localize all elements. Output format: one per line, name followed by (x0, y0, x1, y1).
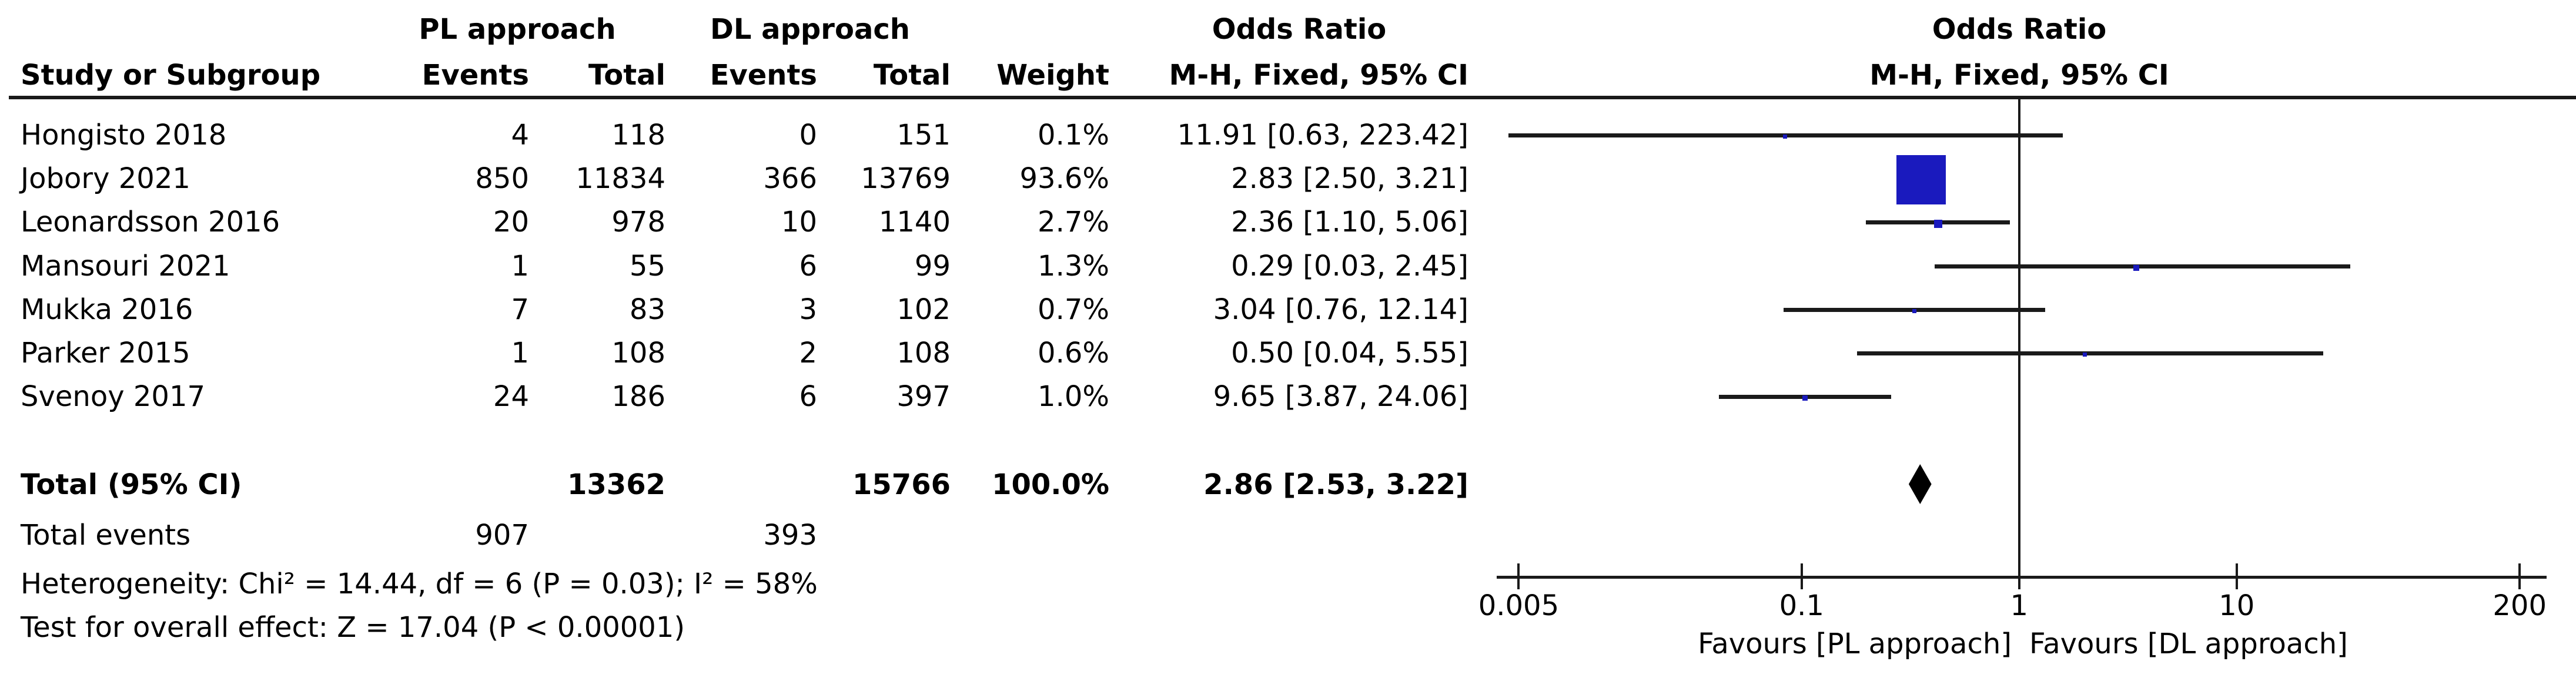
header-divider-line (9, 96, 2576, 99)
group2-total-header: Total (873, 59, 951, 92)
study-weight: 93.6% (1019, 162, 1109, 195)
study-name: Hongisto 2018 (21, 119, 227, 152)
study-column-header: Study or Subgroup (21, 59, 321, 92)
dl-events: 6 (799, 380, 817, 413)
pl-events: 4 (511, 119, 529, 152)
dl-total: 102 (896, 293, 951, 326)
ci-line (1857, 351, 2324, 355)
weight-column-header: Weight (996, 59, 1109, 92)
dl-total: 13769 (861, 162, 951, 195)
study-or-ci: 9.65 [3.87, 24.06] (1213, 380, 1468, 413)
weight-marker (1896, 155, 1946, 204)
x-axis-line (1497, 576, 2547, 579)
dl-total: 1140 (878, 206, 951, 239)
study-name: Parker 2015 (21, 337, 190, 370)
total-events-label: Total events (21, 519, 191, 552)
study-weight: 2.7% (1038, 206, 1109, 239)
dl-total: 108 (896, 337, 951, 370)
study-weight: 0.1% (1038, 119, 1109, 152)
pl-events: 850 (475, 162, 529, 195)
pl-total: 83 (629, 293, 665, 326)
axis-tick (2235, 563, 2238, 589)
pl-total: 55 (629, 250, 665, 283)
pl-total: 186 (611, 380, 665, 413)
weight-marker (1783, 135, 1788, 139)
mh-fixed-header-left: M-H, Fixed, 95% CI (1169, 59, 1468, 92)
study-name: Jobory 2021 (21, 162, 190, 195)
odds-ratio-header-left: Odds Ratio (1212, 13, 1387, 46)
study-or-ci: 0.29 [0.03, 2.45] (1231, 250, 1468, 283)
study-name: Leonardsson 2016 (21, 206, 280, 239)
study-weight: 1.0% (1038, 380, 1109, 413)
dl-total: 99 (914, 250, 951, 283)
total-row-label: Total (95% CI) (21, 468, 242, 501)
dl-total: 397 (896, 380, 951, 413)
mh-fixed-header-plot: M-H, Fixed, 95% CI (1869, 59, 2169, 92)
ci-line (1934, 264, 2351, 268)
odds-ratio-header-plot: Odds Ratio (1932, 13, 2107, 46)
pl-total: 118 (611, 119, 665, 152)
favours-right-label: Favours [DL approach] (2029, 627, 2348, 660)
pooled-diamond (1908, 464, 1932, 504)
weight-marker (1912, 309, 1916, 313)
pl-total: 978 (611, 206, 665, 239)
weight-marker (2082, 353, 2087, 357)
axis-tick-label: 0.1 (1779, 589, 1824, 622)
pl-events: 24 (493, 380, 529, 413)
group1-events-header: Events (421, 59, 529, 92)
total-events-pl: 907 (475, 519, 529, 552)
pl-events: 1 (511, 337, 529, 370)
dl-events: 6 (799, 250, 817, 283)
study-or-ci: 11.91 [0.63, 223.42] (1177, 119, 1468, 152)
dl-events: 366 (763, 162, 817, 195)
weight-marker (1802, 395, 1808, 401)
overall-effect-text: Test for overall effect: Z = 17.04 (P < … (21, 611, 685, 644)
study-weight: 1.3% (1038, 250, 1109, 283)
dl-events: 0 (799, 119, 817, 152)
study-name: Mansouri 2021 (21, 250, 230, 283)
null-effect-line (2018, 99, 2020, 589)
group1-header: PL approach (419, 13, 616, 46)
total-or-ci: 2.86 [2.53, 3.22] (1203, 468, 1468, 501)
heterogeneity-text: Heterogeneity: Chi² = 14.44, df = 6 (P =… (21, 568, 818, 600)
total-weight: 100.0% (992, 468, 1109, 501)
study-or-ci: 3.04 [0.76, 12.14] (1213, 293, 1468, 326)
pl-events: 7 (511, 293, 529, 326)
study-or-ci: 2.83 [2.50, 3.21] (1231, 162, 1468, 195)
axis-tick (1517, 563, 1520, 589)
dl-events: 3 (799, 293, 817, 326)
weight-marker (1933, 220, 1942, 228)
axis-tick-label: 200 (2493, 589, 2547, 622)
study-name: Mukka 2016 (21, 293, 193, 326)
favours-left-label: Favours [PL approach] (1698, 627, 2012, 660)
axis-tick-label: 10 (2219, 589, 2255, 622)
study-weight: 0.6% (1038, 337, 1109, 370)
group2-events-header: Events (710, 59, 817, 92)
study-or-ci: 0.50 [0.04, 5.55] (1231, 337, 1468, 370)
dl-events: 10 (781, 206, 817, 239)
pl-events: 20 (493, 206, 529, 239)
total-dl-n: 15766 (852, 468, 951, 501)
group1-total-header: Total (588, 59, 665, 92)
study-name: Svenoy 2017 (21, 380, 206, 413)
axis-tick-label: 1 (2010, 589, 2029, 622)
weight-marker (2133, 265, 2139, 271)
total-pl-n: 13362 (567, 468, 665, 501)
pl-events: 1 (511, 250, 529, 283)
study-weight: 0.7% (1038, 293, 1109, 326)
total-events-dl: 393 (763, 519, 817, 552)
axis-tick-label: 0.005 (1478, 589, 1560, 622)
group2-header: DL approach (710, 13, 910, 46)
dl-total: 151 (896, 119, 951, 152)
pl-total: 11834 (576, 162, 665, 195)
axis-tick (2018, 563, 2020, 589)
pl-total: 108 (611, 337, 665, 370)
dl-events: 2 (799, 337, 817, 370)
axis-tick (2518, 563, 2521, 589)
axis-tick (1800, 563, 1803, 589)
study-or-ci: 2.36 [1.10, 5.06] (1231, 206, 1468, 239)
